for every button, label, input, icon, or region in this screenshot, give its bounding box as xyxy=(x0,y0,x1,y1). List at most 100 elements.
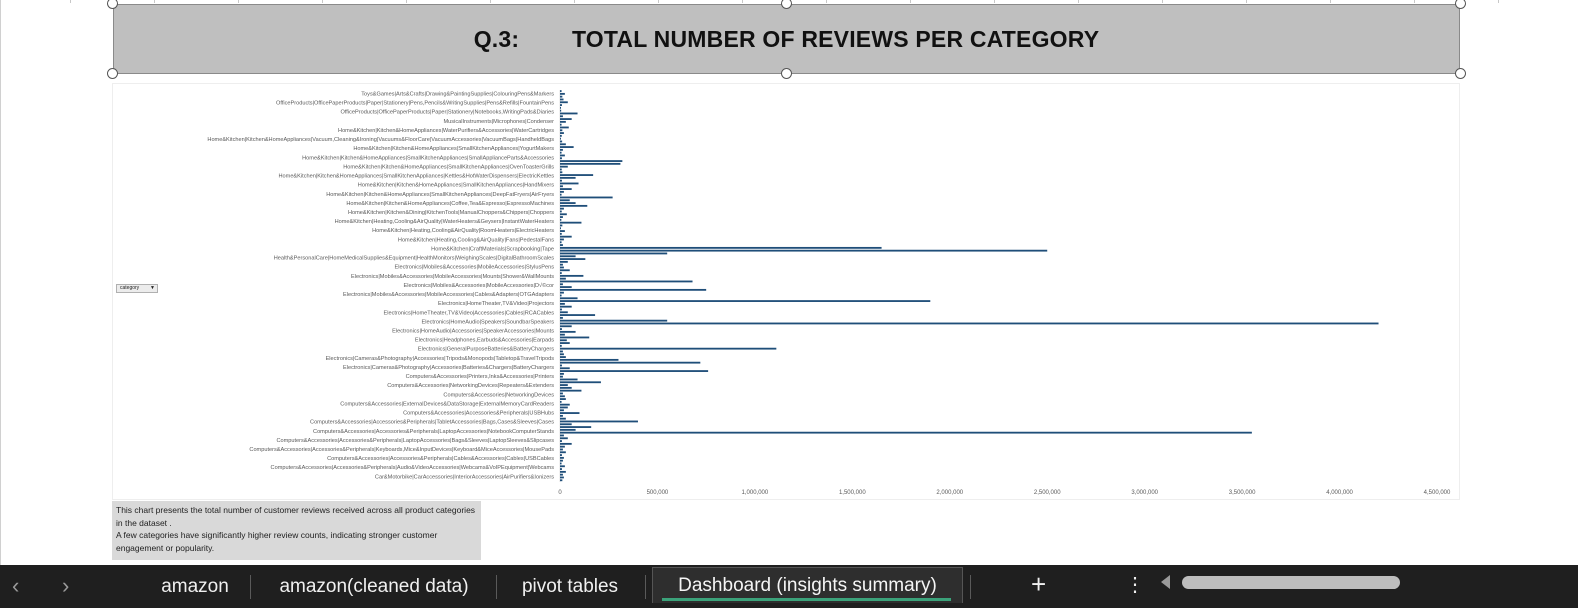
bar[interactable] xyxy=(560,342,570,344)
bar[interactable] xyxy=(560,288,707,291)
bar[interactable] xyxy=(560,297,578,300)
bar[interactable] xyxy=(560,311,568,314)
bar[interactable] xyxy=(560,238,564,241)
bar[interactable] xyxy=(560,400,562,403)
bar[interactable] xyxy=(560,246,882,249)
bar[interactable] xyxy=(560,188,572,190)
bar[interactable] xyxy=(560,126,569,129)
bar[interactable] xyxy=(560,403,570,406)
bar[interactable] xyxy=(560,196,613,199)
bar[interactable] xyxy=(560,272,562,274)
bar[interactable] xyxy=(560,412,580,414)
bar[interactable] xyxy=(560,417,566,420)
bar[interactable] xyxy=(560,434,564,437)
bar[interactable] xyxy=(560,210,562,213)
bar[interactable] xyxy=(560,445,565,448)
bar[interactable] xyxy=(560,266,564,269)
bar[interactable] xyxy=(560,129,563,132)
bar[interactable] xyxy=(560,473,563,476)
bar[interactable] xyxy=(560,353,564,356)
bar[interactable] xyxy=(560,356,566,358)
bar[interactable] xyxy=(560,221,582,224)
bar[interactable] xyxy=(560,364,562,367)
resize-handle-top-right[interactable] xyxy=(1455,0,1466,9)
bar[interactable] xyxy=(560,230,565,232)
bar[interactable] xyxy=(560,479,563,482)
bar[interactable] xyxy=(560,294,562,297)
bar[interactable] xyxy=(560,199,570,202)
chevron-left-icon[interactable]: ‹ xyxy=(12,573,20,598)
bar[interactable] xyxy=(560,378,578,381)
horizontal-scrollbar[interactable] xyxy=(1180,576,1480,589)
bar[interactable] xyxy=(560,440,562,442)
bar[interactable] xyxy=(560,137,561,140)
bar[interactable] xyxy=(560,302,565,305)
bar[interactable] xyxy=(560,179,562,182)
bar[interactable] xyxy=(560,395,565,398)
resize-handle-bottom-right[interactable] xyxy=(1455,68,1466,79)
bar[interactable] xyxy=(560,325,572,328)
bar[interactable] xyxy=(560,409,564,412)
bar[interactable] xyxy=(560,241,562,244)
bar[interactable] xyxy=(560,437,568,440)
bar[interactable] xyxy=(560,431,1252,434)
bar[interactable] xyxy=(560,132,564,134)
bar[interactable] xyxy=(560,277,566,280)
bar[interactable] xyxy=(560,185,563,188)
bar[interactable] xyxy=(560,263,563,266)
bar[interactable] xyxy=(560,286,572,288)
bar[interactable] xyxy=(560,448,563,451)
bar[interactable] xyxy=(560,361,701,364)
reviews-bar-chart[interactable]: Toys&Games|Arts&Crafts|Drawing&PaintingS… xyxy=(112,83,1460,500)
resize-handle-bottom-middle[interactable] xyxy=(781,68,792,79)
bar[interactable] xyxy=(560,414,563,417)
bar[interactable] xyxy=(560,370,709,372)
scroll-left-arrow-icon[interactable] xyxy=(1161,575,1170,589)
worksheet-area[interactable]: Q.3: TOTAL NUMBER OF REVIEWS PER CATEGOR… xyxy=(0,0,1578,565)
bar[interactable] xyxy=(560,143,566,146)
bar[interactable] xyxy=(560,151,562,154)
bar[interactable] xyxy=(560,428,576,431)
bar[interactable] xyxy=(560,218,562,221)
bar[interactable] xyxy=(560,260,568,263)
bar[interactable] xyxy=(560,372,564,375)
bar[interactable] xyxy=(560,235,572,238)
bar[interactable] xyxy=(560,252,668,255)
bar[interactable] xyxy=(560,322,1379,325)
bar[interactable] xyxy=(560,344,562,347)
bar[interactable] xyxy=(560,476,564,479)
category-filter-button[interactable]: category ▼ xyxy=(116,284,158,293)
bar[interactable] xyxy=(560,101,568,104)
bar[interactable] xyxy=(560,157,562,160)
bar[interactable] xyxy=(560,232,562,235)
bar[interactable] xyxy=(560,470,566,473)
bar[interactable] xyxy=(560,319,668,322)
bar[interactable] xyxy=(560,98,564,101)
bar[interactable] xyxy=(560,174,594,176)
bar[interactable] xyxy=(560,442,572,445)
bar[interactable] xyxy=(560,95,563,98)
bar[interactable] xyxy=(560,300,931,302)
bar[interactable] xyxy=(560,330,576,333)
bar[interactable] xyxy=(560,176,576,179)
bar[interactable] xyxy=(560,280,693,283)
bar[interactable] xyxy=(560,347,777,350)
bar[interactable] xyxy=(560,249,1048,252)
bar[interactable] xyxy=(560,227,561,230)
bar[interactable] xyxy=(560,104,562,106)
chart-description-note[interactable]: This chart presents the total number of … xyxy=(112,501,481,560)
bar[interactable] xyxy=(560,274,584,277)
scrollbar-thumb[interactable] xyxy=(1182,576,1400,589)
bar[interactable] xyxy=(560,406,568,409)
bar[interactable] xyxy=(560,165,568,168)
bar[interactable] xyxy=(560,224,563,227)
bar[interactable] xyxy=(560,255,576,258)
bar[interactable] xyxy=(560,193,562,196)
bar[interactable] xyxy=(560,171,563,174)
bar[interactable] xyxy=(560,190,564,193)
bar[interactable] xyxy=(560,386,572,389)
bar[interactable] xyxy=(560,465,565,468)
bar[interactable] xyxy=(560,426,592,428)
bar[interactable] xyxy=(560,213,567,216)
bar[interactable] xyxy=(560,336,590,339)
